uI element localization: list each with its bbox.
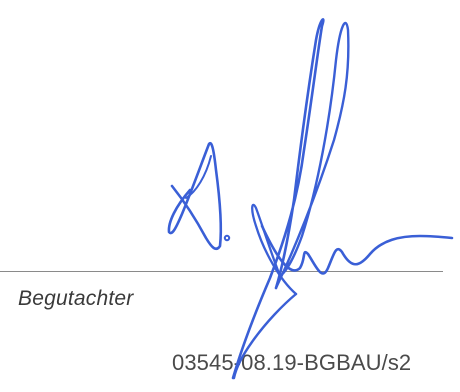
signature-line [0,271,443,272]
signature-dot [223,234,231,242]
signature-stroke-main-loop [231,18,325,380]
signatory-role-label: Begutachter [18,287,134,310]
signature-strokes [167,18,454,380]
signature-stroke-initial-inner [185,155,212,199]
signature-stroke-second-loop [274,21,350,290]
signature-stroke-cross-loop [251,203,298,296]
signature-stroke-initial [167,141,223,251]
signature-stroke-trailing-waves [260,224,454,275]
document-reference-number: 03545-08.19-BGBAU/s2 [172,350,412,375]
